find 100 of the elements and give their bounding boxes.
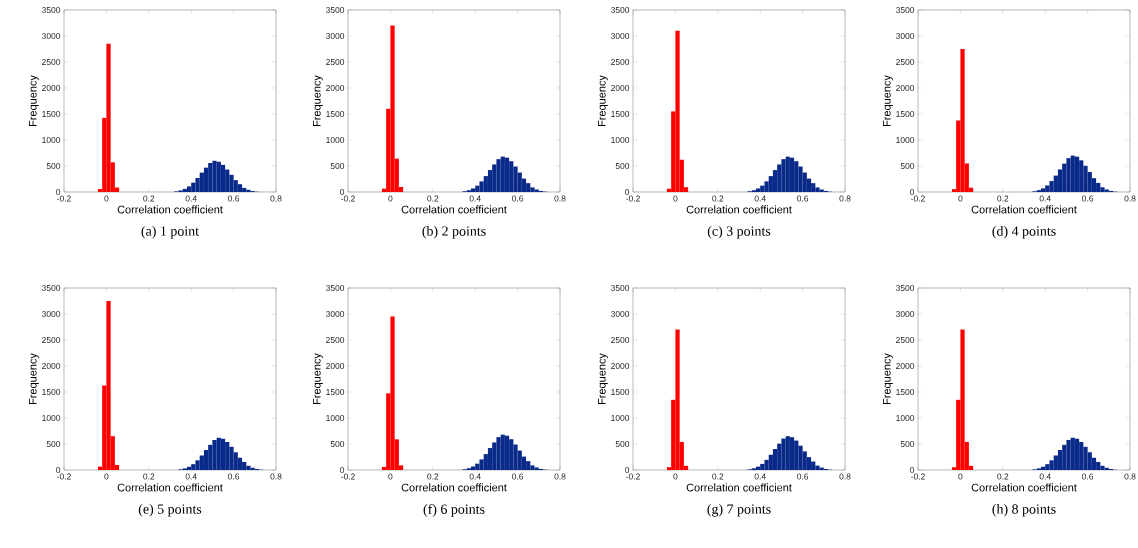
y-tick-label: 2000 — [611, 363, 630, 369]
x-axis-title: Correlation coefficient — [971, 483, 1077, 492]
x-tick-label: 0.4 — [469, 195, 481, 202]
y-tick-label: 2500 — [896, 337, 915, 343]
y-axis-title: Frequency — [313, 75, 323, 126]
x-tick-label: 0.8 — [839, 473, 851, 480]
y-tick-label: 500 — [900, 441, 915, 447]
y-tick-label: 1500 — [896, 111, 915, 117]
y-tick-label: 1500 — [611, 111, 630, 117]
x-axis-title: Correlation coefficient — [686, 483, 792, 492]
y-tick-label: 1000 — [896, 415, 915, 421]
y-tick-label: 500 — [46, 441, 61, 447]
x-tick-label: -0.2 — [911, 473, 925, 480]
x-tick-label: 0.2 — [427, 473, 439, 480]
x-tick-label: 0.2 — [712, 473, 724, 480]
x-tick-label: 0.6 — [1082, 473, 1094, 480]
y-tick-label: 0 — [625, 467, 630, 473]
y-axis-title: Frequency — [29, 353, 39, 404]
x-tick-label: 0.4 — [185, 473, 197, 480]
x-tick-label: 0.4 — [185, 195, 197, 202]
y-tick-label: 0 — [340, 467, 345, 473]
y-tick-label: 500 — [330, 441, 345, 447]
y-tick-label: 500 — [615, 441, 630, 447]
y-tick-label: 500 — [46, 163, 61, 169]
y-tick-label: 2500 — [326, 59, 345, 65]
y-axis-title: Frequency — [598, 353, 608, 404]
y-axis-title: Frequency — [883, 353, 893, 404]
y-tick-label: 3000 — [610, 311, 630, 317]
x-tick-label: 0.8 — [839, 195, 851, 202]
y-tick-label: 3500 — [41, 7, 61, 13]
x-tick-label: 0 — [673, 195, 678, 202]
y-tick-label: 1500 — [611, 389, 630, 395]
y-tick-label: 2500 — [611, 337, 630, 343]
y-tick-label: 3500 — [325, 7, 345, 13]
y-tick-label: 0 — [625, 189, 630, 195]
text: (c) 3 points — [707, 225, 771, 239]
y-tick-label: 2000 — [896, 85, 915, 91]
x-tick-label: -0.2 — [341, 473, 355, 480]
y-tick-label: 3500 — [610, 285, 630, 291]
x-axis-title: Correlation coefficient — [117, 205, 223, 214]
x-tick-label: 0.8 — [554, 195, 566, 202]
x-tick-label: 0.2 — [427, 195, 439, 202]
x-tick-label: -0.2 — [57, 195, 71, 202]
x-tick-label: 0 — [104, 473, 109, 480]
x-tick-label: 0 — [388, 195, 393, 202]
x-tick-label: 0.8 — [270, 195, 282, 202]
y-tick-label: 3500 — [895, 7, 915, 13]
text: (e) 5 points — [138, 503, 202, 517]
x-tick-label: 0 — [958, 195, 963, 202]
y-tick-label: 1000 — [326, 137, 345, 143]
y-tick-label: 3000 — [325, 33, 345, 39]
x-tick-label: 0.6 — [797, 195, 809, 202]
y-tick-label: 1000 — [896, 137, 915, 143]
y-tick-label: 0 — [910, 467, 915, 473]
x-tick-label: 0 — [104, 195, 109, 202]
x-tick-label: 0.2 — [997, 473, 1009, 480]
y-tick-label: 2500 — [42, 59, 61, 65]
x-tick-label: 0.6 — [512, 195, 524, 202]
y-tick-label: 1000 — [611, 137, 630, 143]
x-tick-label: 0.6 — [228, 195, 240, 202]
x-axis-title: Correlation coefficient — [401, 483, 507, 492]
y-tick-label: 2000 — [326, 363, 345, 369]
y-tick-label: 500 — [330, 163, 345, 169]
text: (h) 8 points — [992, 503, 1056, 517]
x-tick-label: 0.8 — [1124, 195, 1136, 202]
y-tick-label: 0 — [340, 189, 345, 195]
y-tick-label: 1500 — [42, 111, 61, 117]
y-tick-label: 3000 — [895, 33, 915, 39]
x-axis-title: Correlation coefficient — [401, 205, 507, 214]
y-tick-label: 500 — [615, 163, 630, 169]
x-tick-label: 0.6 — [1082, 195, 1094, 202]
y-tick-label: 2000 — [42, 85, 61, 91]
x-tick-label: 0.2 — [143, 473, 155, 480]
x-tick-label: -0.2 — [911, 195, 925, 202]
y-tick-label: 1500 — [896, 389, 915, 395]
y-tick-label: 1000 — [42, 415, 61, 421]
y-tick-label: 1500 — [326, 111, 345, 117]
x-tick-label: 0.8 — [554, 473, 566, 480]
x-axis-title: Correlation coefficient — [686, 205, 792, 214]
y-tick-label: 2500 — [896, 59, 915, 65]
y-tick-label: 3000 — [610, 33, 630, 39]
y-tick-label: 500 — [900, 163, 915, 169]
text: (a) 1 point — [141, 225, 199, 239]
y-tick-label: 3000 — [325, 311, 345, 317]
x-tick-label: 0.6 — [228, 473, 240, 480]
x-tick-label: -0.2 — [626, 473, 640, 480]
y-tick-label: 3000 — [41, 33, 61, 39]
y-axis-title: Frequency — [598, 75, 608, 126]
x-axis-title: Correlation coefficient — [971, 205, 1077, 214]
x-tick-label: 0 — [388, 473, 393, 480]
y-tick-label: 3000 — [895, 311, 915, 317]
y-tick-label: 3000 — [41, 311, 61, 317]
x-tick-label: 0.4 — [1039, 195, 1051, 202]
y-axis-title: Frequency — [883, 75, 893, 126]
x-tick-label: 0 — [673, 473, 678, 480]
y-tick-label: 2000 — [896, 363, 915, 369]
x-tick-label: 0.4 — [754, 473, 766, 480]
y-tick-label: 2000 — [611, 85, 630, 91]
x-tick-label: 0.4 — [469, 473, 481, 480]
y-tick-label: 3500 — [325, 285, 345, 291]
